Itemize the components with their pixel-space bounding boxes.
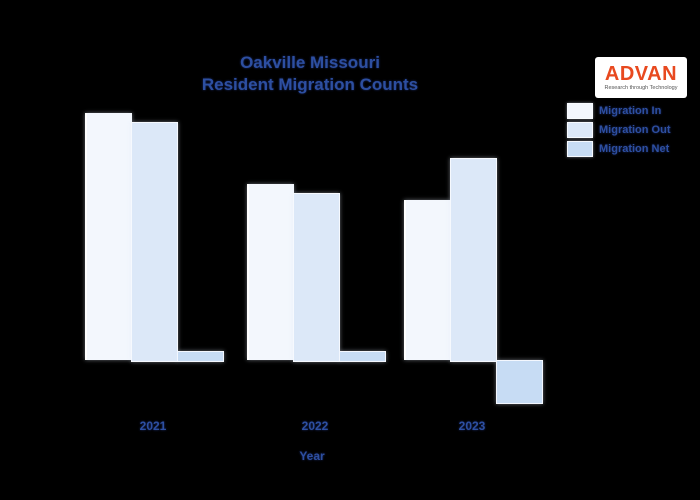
bar-migration-net-2022 [339, 351, 386, 362]
chart-title: Oakville Missouri Resident Migration Cou… [0, 52, 620, 96]
legend-swatch-migration-out [567, 122, 593, 138]
bar-migration-out-2023 [450, 158, 497, 362]
legend-label-migration-net: Migration Net [599, 143, 670, 155]
legend-label-migration-out: Migration Out [599, 124, 671, 136]
x-tick-2021: 2021 [139, 419, 167, 433]
chart-title-line2: Resident Migration Counts [201, 75, 419, 94]
legend-swatch-migration-net [567, 141, 593, 157]
advan-logo-wordmark: ADVAN [604, 63, 678, 85]
bar-migration-in-2021 [85, 113, 132, 360]
legend-label-migration-in: Migration In [599, 105, 662, 117]
bar-migration-net-2023 [496, 360, 543, 404]
bar-migration-in-2023 [404, 200, 451, 360]
bar-migration-out-2021 [131, 122, 178, 362]
advan-logo-tagline: Research through Technology [604, 85, 678, 91]
x-axis-label: Year [299, 449, 325, 463]
legend-item-migration-out: Migration Out [567, 122, 671, 138]
legend: Migration In Migration Out Migration Net [567, 103, 671, 157]
bar-migration-out-2022 [293, 193, 340, 362]
advan-logo: ADVAN Research through Technology [595, 57, 687, 98]
bar-migration-net-2021 [177, 351, 224, 362]
x-tick-2022: 2022 [301, 419, 329, 433]
legend-item-migration-net: Migration Net [567, 141, 671, 157]
bar-migration-in-2022 [247, 184, 294, 360]
legend-swatch-migration-in [567, 103, 593, 119]
chart-title-line1: Oakville Missouri [240, 53, 380, 72]
x-tick-2023: 2023 [458, 419, 486, 433]
legend-item-migration-in: Migration In [567, 103, 671, 119]
